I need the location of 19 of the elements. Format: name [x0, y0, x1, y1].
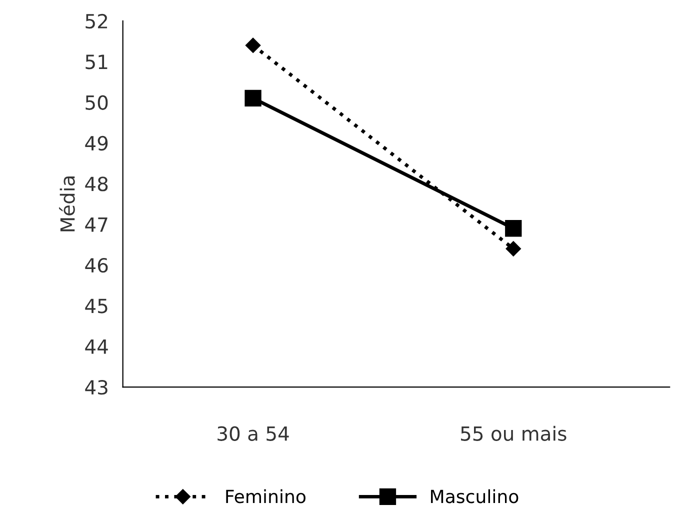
- y-tick-label: 43: [85, 380, 108, 395]
- y-tick-label: 44: [85, 340, 108, 354]
- x-tick-label: 55 ou mais: [461, 426, 566, 441]
- legend-label: Masculino: [431, 489, 518, 504]
- y-tick-label: 48: [85, 176, 108, 192]
- point: [245, 38, 261, 53]
- y-tick-label: 45: [85, 298, 108, 314]
- y-tick-label: 50: [86, 95, 108, 110]
- x-tick-label: 30 a 54: [218, 426, 289, 441]
- y-tick-label: 47: [85, 218, 108, 232]
- point: [506, 241, 521, 256]
- point: [244, 90, 262, 107]
- y-tick-label: 46: [85, 258, 108, 273]
- y-tick-label: 49: [85, 136, 108, 151]
- point: [505, 220, 522, 237]
- legend-label: Feminino: [226, 489, 306, 504]
- y-tick-label: 51: [86, 54, 108, 70]
- y-tick-label: 52: [86, 14, 108, 29]
- y-axis-title: Média: [59, 176, 75, 232]
